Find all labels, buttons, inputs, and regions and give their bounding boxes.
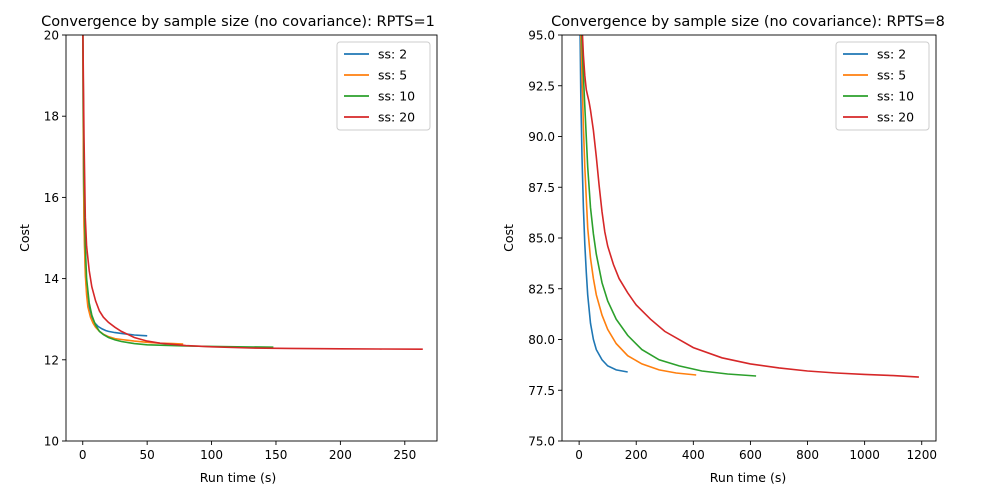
y-tick-label: 77.5 xyxy=(528,384,555,398)
axes-frame xyxy=(65,34,438,442)
plot-area xyxy=(81,35,423,350)
chart-rpts-8: Convergence by sample size (no covarianc… xyxy=(501,14,945,485)
legend-entry: ss: 5 xyxy=(378,68,407,83)
x-tick-label: 0 xyxy=(575,448,583,462)
y-axis-label: Cost xyxy=(17,224,32,252)
chart-title: Convergence by sample size (no covarianc… xyxy=(41,14,435,30)
y-tick-label: 75.0 xyxy=(528,435,555,449)
chart-title: Convergence by sample size (no covarianc… xyxy=(551,14,945,30)
x-tick-label: 200 xyxy=(329,448,352,462)
legend-box xyxy=(835,41,930,131)
x-tick-label: 100 xyxy=(200,448,223,462)
series-line-ss-10 xyxy=(82,35,274,348)
y-tick-label: 87.5 xyxy=(528,181,555,195)
x-tick-label: 50 xyxy=(140,448,155,462)
legend-entry: ss: 10 xyxy=(378,89,415,104)
y-tick-label: 14 xyxy=(44,272,59,286)
legend: ss: 2 ss: 5 ss: 10 ss: 20 xyxy=(336,41,431,131)
x-tick-label: 250 xyxy=(393,448,416,462)
plot-area xyxy=(579,35,919,378)
x-tick-label: 1200 xyxy=(906,448,937,462)
legend-entry: ss: 10 xyxy=(877,89,914,104)
x-tick-label: 1000 xyxy=(849,448,880,462)
legend-entry: ss: 20 xyxy=(378,110,415,125)
x-tick-label: 400 xyxy=(682,448,705,462)
y-axis-label: Cost xyxy=(501,224,516,252)
x-tick-label: 0 xyxy=(79,448,87,462)
x-axis-label: Run time (s) xyxy=(710,470,786,485)
series-line-ss-20 xyxy=(581,35,919,378)
x-tick-label: 800 xyxy=(796,448,819,462)
series-line-ss-5 xyxy=(81,35,184,345)
legend-box xyxy=(336,41,431,131)
series-line-ss-2 xyxy=(579,35,628,373)
y-tick-label: 12 xyxy=(44,353,59,367)
legend-entry: ss: 5 xyxy=(877,68,906,83)
legend-entry: ss: 2 xyxy=(877,47,906,62)
legend-entry: ss: 2 xyxy=(378,47,407,62)
y-tick-label: 90.0 xyxy=(528,130,555,144)
legend-entry: ss: 20 xyxy=(877,110,914,125)
y-tick-label: 18 xyxy=(44,110,59,124)
x-tick-label: 200 xyxy=(625,448,648,462)
x-axis-label: Run time (s) xyxy=(200,470,276,485)
y-tick-label: 85.0 xyxy=(528,232,555,246)
series-line-ss-20 xyxy=(82,35,423,350)
y-tick-label: 92.5 xyxy=(528,79,555,93)
y-tick-label: 20 xyxy=(44,29,59,43)
chart-rpts-1: Convergence by sample size (no covarianc… xyxy=(17,14,438,485)
y-tick-label: 80.0 xyxy=(528,333,555,347)
x-tick-label: 150 xyxy=(265,448,288,462)
legend: ss: 2 ss: 5 ss: 10 ss: 20 xyxy=(835,41,930,131)
y-tick-label: 82.5 xyxy=(528,282,555,296)
y-tick-label: 10 xyxy=(44,435,59,449)
y-tick-label: 95.0 xyxy=(528,29,555,43)
y-tick-label: 16 xyxy=(44,191,59,205)
series-line-ss-10 xyxy=(580,35,757,377)
series-line-ss-5 xyxy=(580,35,697,376)
x-tick-label: 600 xyxy=(739,448,762,462)
